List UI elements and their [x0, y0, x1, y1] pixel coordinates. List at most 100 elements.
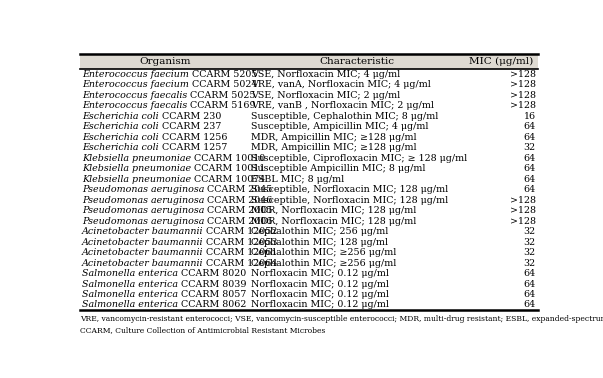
Bar — [80, 226, 538, 237]
Text: Norfloxacin MIC; 0.12 μg/ml: Norfloxacin MIC; 0.12 μg/ml — [251, 301, 390, 310]
Text: Salmonella enterica: Salmonella enterica — [82, 279, 178, 288]
Text: CCARM 10010: CCARM 10010 — [191, 154, 265, 163]
Text: Salmonella enterica: Salmonella enterica — [82, 269, 178, 278]
Text: Salmonella enterica: Salmonella enterica — [82, 301, 178, 310]
Bar — [80, 164, 538, 174]
Text: >128: >128 — [510, 196, 535, 205]
Text: CCARM 12061: CCARM 12061 — [203, 248, 278, 257]
Bar — [80, 101, 538, 111]
Text: CCARM 2045: CCARM 2045 — [204, 185, 273, 194]
Text: Cephalothin MIC; 256 μg/ml: Cephalothin MIC; 256 μg/ml — [251, 227, 389, 236]
Text: Susceptible, Norfloxacin MIC; 128 μg/ml: Susceptible, Norfloxacin MIC; 128 μg/ml — [251, 196, 449, 205]
Text: CCARM 5169: CCARM 5169 — [187, 101, 256, 110]
Text: 32: 32 — [523, 238, 535, 246]
Text: 64: 64 — [523, 133, 535, 142]
Bar — [80, 174, 538, 184]
Text: CCARM 10011: CCARM 10011 — [191, 164, 265, 173]
Text: CCARM 2046: CCARM 2046 — [204, 196, 273, 205]
Bar — [80, 184, 538, 195]
Bar — [80, 289, 538, 300]
Text: MDR, Norfloxacin MIC; 128 μg/ml: MDR, Norfloxacin MIC; 128 μg/ml — [251, 217, 417, 226]
Text: >128: >128 — [510, 70, 535, 79]
Text: Susceptible, Ciprofloxacin MIC; ≥ 128 μg/ml: Susceptible, Ciprofloxacin MIC; ≥ 128 μg… — [251, 154, 467, 163]
Bar — [80, 54, 538, 69]
Text: CCARM 10074: CCARM 10074 — [191, 175, 265, 184]
Text: CCARM 8057: CCARM 8057 — [178, 290, 246, 299]
Text: CCARM 5205: CCARM 5205 — [189, 70, 257, 79]
Text: Enterococcus faecalis: Enterococcus faecalis — [82, 101, 187, 110]
Text: Klebsiella pneumoniae: Klebsiella pneumoniae — [82, 164, 191, 173]
Text: Enterococcus faecium: Enterococcus faecium — [82, 70, 189, 79]
Text: Enterococcus faecalis: Enterococcus faecalis — [82, 91, 187, 100]
Text: Escherichia coli: Escherichia coli — [82, 133, 159, 142]
Bar — [80, 69, 538, 80]
Text: Acinetobacter baumannii: Acinetobacter baumannii — [82, 227, 203, 236]
Text: CCARM 5025: CCARM 5025 — [187, 91, 256, 100]
Text: Acinetobacter baumannii: Acinetobacter baumannii — [82, 238, 203, 246]
Text: Pseudomonas aeruginosa: Pseudomonas aeruginosa — [82, 196, 204, 205]
Text: Norfloxacin MIC; 0.12 μg/ml: Norfloxacin MIC; 0.12 μg/ml — [251, 279, 390, 288]
Text: CCARM 2005: CCARM 2005 — [204, 206, 273, 215]
Bar — [80, 143, 538, 153]
Text: 64: 64 — [523, 279, 535, 288]
Text: Organism: Organism — [139, 57, 191, 66]
Text: 32: 32 — [523, 248, 535, 257]
Text: Escherichia coli: Escherichia coli — [82, 122, 159, 132]
Text: Klebsiella pneumoniae: Klebsiella pneumoniae — [82, 154, 191, 163]
Text: CCARM 12064: CCARM 12064 — [203, 259, 278, 268]
Bar — [80, 206, 538, 216]
Text: >128: >128 — [510, 101, 535, 110]
Bar — [80, 258, 538, 268]
Bar — [80, 279, 538, 289]
Text: MIC (μg/ml): MIC (μg/ml) — [469, 57, 534, 66]
Text: Klebsiella pneumoniae: Klebsiella pneumoniae — [82, 175, 191, 184]
Text: 64: 64 — [523, 164, 535, 173]
Text: CCARM 12052: CCARM 12052 — [203, 227, 278, 236]
Text: Cephalothin MIC; ≥256 μg/ml: Cephalothin MIC; ≥256 μg/ml — [251, 248, 397, 257]
Bar — [80, 195, 538, 206]
Bar — [80, 300, 538, 310]
Text: CCARM 8020: CCARM 8020 — [178, 269, 246, 278]
Text: Norfloxacin MIC; 0.12 μg/ml: Norfloxacin MIC; 0.12 μg/ml — [251, 290, 390, 299]
Text: 64: 64 — [523, 175, 535, 184]
Text: CCARM 12053: CCARM 12053 — [203, 238, 278, 246]
Text: 64: 64 — [523, 185, 535, 194]
Bar — [80, 122, 538, 132]
Text: 32: 32 — [523, 143, 535, 152]
Text: VRE, vanB , Norfloxacin MIC; 2 μg/ml: VRE, vanB , Norfloxacin MIC; 2 μg/ml — [251, 101, 434, 110]
Text: CCARM 8039: CCARM 8039 — [178, 279, 247, 288]
Bar — [80, 80, 538, 90]
Text: 64: 64 — [523, 301, 535, 310]
Text: 64: 64 — [523, 122, 535, 132]
Bar — [80, 268, 538, 279]
Text: VRE, vancomycin-resistant enterococci; VSE, vancomycin-susceptible enterococci; : VRE, vancomycin-resistant enterococci; V… — [80, 316, 603, 335]
Text: CCARM 237: CCARM 237 — [159, 122, 221, 132]
Text: 64: 64 — [523, 290, 535, 299]
Text: CCARM 5024: CCARM 5024 — [189, 81, 257, 90]
Bar — [80, 90, 538, 101]
Text: MDR, Ampicillin MIC; ≥128 μg/ml: MDR, Ampicillin MIC; ≥128 μg/ml — [251, 133, 417, 142]
Bar — [80, 216, 538, 226]
Text: Cephalothin MIC; 128 μg/ml: Cephalothin MIC; 128 μg/ml — [251, 238, 388, 246]
Text: Pseudomonas aeruginosa: Pseudomonas aeruginosa — [82, 206, 204, 215]
Text: >128: >128 — [510, 81, 535, 90]
Text: VSE, Norfloxacin MIC; 2 μg/ml: VSE, Norfloxacin MIC; 2 μg/ml — [251, 91, 400, 100]
Text: 16: 16 — [523, 112, 535, 121]
Text: 64: 64 — [523, 154, 535, 163]
Text: Characteristic: Characteristic — [320, 57, 394, 66]
Text: CCARM 1256: CCARM 1256 — [159, 133, 227, 142]
Text: Pseudomonas aeruginosa: Pseudomonas aeruginosa — [82, 217, 204, 226]
Bar — [80, 237, 538, 247]
Text: ESBL MIC; 8 μg/ml: ESBL MIC; 8 μg/ml — [251, 175, 345, 184]
Text: Susceptible, Cephalothin MIC; 8 μg/ml: Susceptible, Cephalothin MIC; 8 μg/ml — [251, 112, 439, 121]
Bar — [80, 111, 538, 122]
Text: Escherichia coli: Escherichia coli — [82, 143, 159, 152]
Text: VSE, Norfloxacin MIC; 4 μg/ml: VSE, Norfloxacin MIC; 4 μg/ml — [251, 70, 400, 79]
Bar — [80, 132, 538, 143]
Text: Susceptible Ampicillin MIC; 8 μg/ml: Susceptible Ampicillin MIC; 8 μg/ml — [251, 164, 426, 173]
Text: Acinetobacter baumannii: Acinetobacter baumannii — [82, 259, 203, 268]
Text: CCARM 230: CCARM 230 — [159, 112, 221, 121]
Text: 32: 32 — [523, 227, 535, 236]
Bar — [80, 247, 538, 258]
Text: Pseudomonas aeruginosa: Pseudomonas aeruginosa — [82, 185, 204, 194]
